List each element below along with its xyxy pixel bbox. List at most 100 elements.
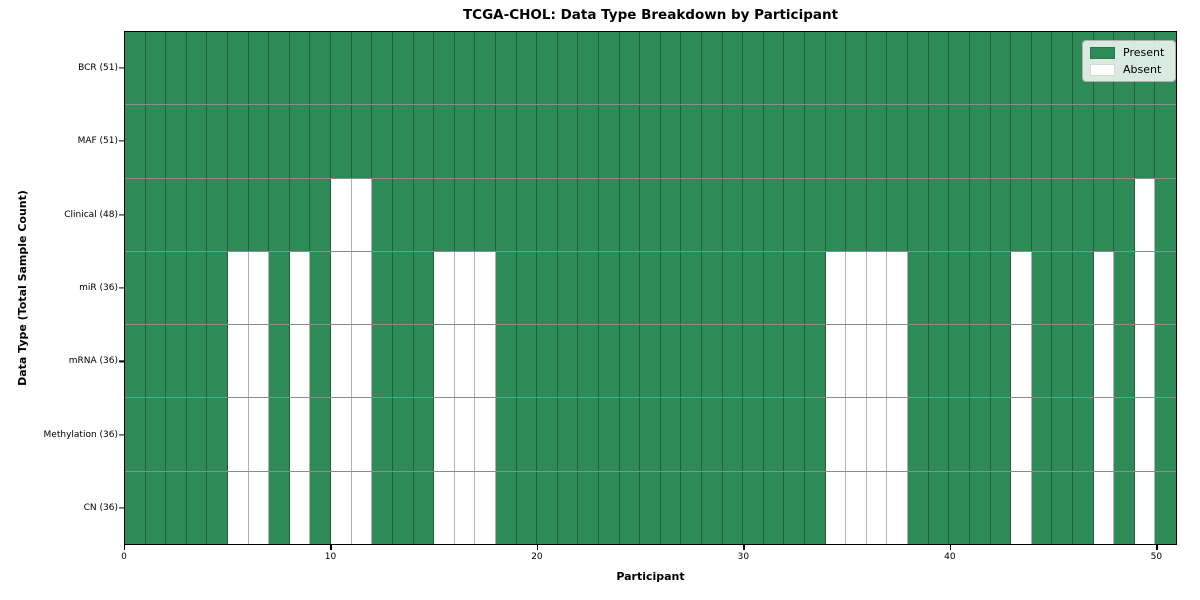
cell-maf-p34-present xyxy=(825,105,847,178)
cell-maf-p8-present xyxy=(289,105,311,178)
cell-methylation-p17-absent xyxy=(475,398,496,471)
cell-mir-p13-present xyxy=(392,251,414,325)
cell-clinical-p3-present xyxy=(186,178,208,251)
heatmap-plot-area xyxy=(124,31,1177,545)
cell-mir-p12-present xyxy=(372,251,393,325)
xtick-mark-10 xyxy=(330,545,332,550)
cell-cn-p24-present xyxy=(619,471,641,544)
cell-clinical-p43-present xyxy=(1011,178,1032,251)
cell-mir-p24-present xyxy=(619,251,641,325)
cell-cn-p32-present xyxy=(784,471,806,544)
cell-methylation-p38-present xyxy=(908,398,929,471)
cell-cn-p21-present xyxy=(557,471,579,544)
cell-cn-p19-present xyxy=(516,471,538,544)
cell-cn-p6-absent xyxy=(248,471,270,544)
ytick-mark-maf xyxy=(119,140,124,142)
cell-methylation-p18-present xyxy=(495,398,517,471)
cell-mir-p8-absent xyxy=(289,251,311,325)
cell-mir-p6-absent xyxy=(248,251,270,325)
cell-clinical-p0-present xyxy=(125,178,146,251)
cell-methylation-p13-present xyxy=(392,398,414,471)
cell-clinical-p1-present xyxy=(145,178,167,251)
cell-cn-p42-present xyxy=(990,471,1012,544)
cell-maf-p41-present xyxy=(969,105,991,178)
cell-mir-p41-present xyxy=(969,251,991,325)
cell-bcr-p28-present xyxy=(702,32,723,105)
xtick-mark-20 xyxy=(536,545,539,550)
cell-clinical-p9-present xyxy=(310,178,332,251)
cell-methylation-p50-present xyxy=(1155,398,1176,471)
cell-methylation-p7-present xyxy=(269,398,290,471)
cell-cn-p20-present xyxy=(537,471,558,544)
cell-mir-p3-present xyxy=(186,251,208,325)
cell-clinical-p15-present xyxy=(434,178,455,251)
cell-cn-p41-present xyxy=(969,471,991,544)
cell-mrna-p45-present xyxy=(1052,325,1073,398)
cell-mrna-p38-present xyxy=(908,325,929,398)
legend-swatch-absent xyxy=(1090,63,1115,76)
ytick-label-mir: miR (36) xyxy=(79,283,118,293)
cell-mrna-p23-present xyxy=(598,325,620,398)
cell-mrna-p27-present xyxy=(681,325,703,398)
cell-mrna-p12-present xyxy=(372,325,393,398)
cell-mrna-p43-absent xyxy=(1011,325,1032,398)
cell-bcr-p2-present xyxy=(166,32,187,105)
cell-mrna-p16-absent xyxy=(454,325,476,398)
cell-mrna-p32-present xyxy=(784,325,806,398)
ytick-mark-mir xyxy=(119,287,124,289)
heatmap-row-mir xyxy=(125,251,1176,326)
cell-maf-p24-present xyxy=(619,105,641,178)
cell-methylation-p36-absent xyxy=(866,398,888,471)
cell-bcr-p13-present xyxy=(392,32,414,105)
cell-maf-p32-present xyxy=(784,105,806,178)
ytick-mark-methylation xyxy=(119,434,124,436)
cell-mir-p50-present xyxy=(1155,251,1176,325)
cell-mir-p33-present xyxy=(805,251,826,325)
cell-bcr-p24-present xyxy=(619,32,641,105)
cell-bcr-p3-present xyxy=(186,32,208,105)
cell-methylation-p39-present xyxy=(928,398,950,471)
cell-clinical-p5-present xyxy=(228,178,249,251)
cell-maf-p27-present xyxy=(681,105,703,178)
cell-methylation-p22-present xyxy=(578,398,599,471)
cell-mir-p26-present xyxy=(660,251,682,325)
cell-maf-p21-present xyxy=(557,105,579,178)
cell-bcr-p42-present xyxy=(990,32,1012,105)
cell-methylation-p24-present xyxy=(619,398,641,471)
cell-mrna-p42-present xyxy=(990,325,1012,398)
cell-cn-p39-present xyxy=(928,471,950,544)
cell-mir-p14-present xyxy=(413,251,435,325)
cell-mrna-p18-present xyxy=(495,325,517,398)
cell-mir-p44-present xyxy=(1031,251,1053,325)
cell-maf-p17-present xyxy=(475,105,496,178)
cell-mrna-p9-present xyxy=(310,325,332,398)
chart-title: TCGA-CHOL: Data Type Breakdown by Partic… xyxy=(462,7,839,23)
cell-mrna-p26-present xyxy=(660,325,682,398)
cell-bcr-p44-present xyxy=(1031,32,1053,105)
cell-maf-p26-present xyxy=(660,105,682,178)
cell-clinical-p48-present xyxy=(1114,178,1135,251)
cell-methylation-p32-present xyxy=(784,398,806,471)
cell-methylation-p26-present xyxy=(660,398,682,471)
cell-maf-p28-present xyxy=(702,105,723,178)
cell-methylation-p27-present xyxy=(681,398,703,471)
cell-mir-p36-absent xyxy=(866,251,888,325)
cell-methylation-p48-present xyxy=(1114,398,1135,471)
cell-bcr-p32-present xyxy=(784,32,806,105)
cell-clinical-p7-present xyxy=(269,178,290,251)
cell-mir-p47-absent xyxy=(1093,251,1115,325)
cell-bcr-p31-present xyxy=(763,32,785,105)
ytick-mark-cn xyxy=(119,507,124,509)
cell-clinical-p39-present xyxy=(928,178,950,251)
cell-methylation-p34-absent xyxy=(825,398,847,471)
cell-cn-p17-absent xyxy=(475,471,496,544)
cell-cn-p33-present xyxy=(805,471,826,544)
cell-methylation-p19-present xyxy=(516,398,538,471)
cell-clinical-p11-absent xyxy=(351,178,373,251)
cell-maf-p35-present xyxy=(846,105,867,178)
cell-mir-p15-absent xyxy=(434,251,455,325)
cell-clinical-p21-present xyxy=(557,178,579,251)
cell-mrna-p14-present xyxy=(413,325,435,398)
ytick-label-methylation: Methylation (36) xyxy=(43,429,118,440)
